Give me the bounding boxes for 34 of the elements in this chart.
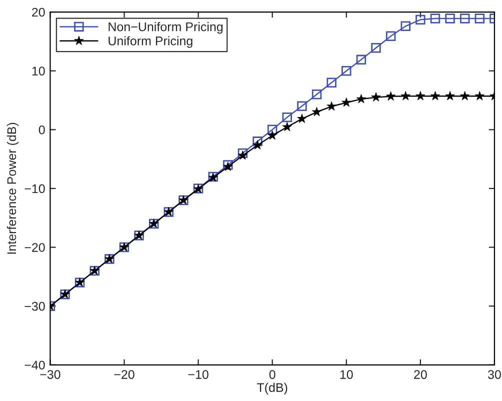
x-tick-label: 20 [414,370,427,379]
y-tick-label: −30 [24,302,45,311]
point [356,54,366,65]
point [460,14,470,24]
legend-label: Uniform Pricing [108,36,192,48]
y-tick-label: −20 [24,243,45,252]
point [267,124,278,135]
point [282,112,292,122]
point [297,101,307,111]
point [312,90,322,100]
y-tick-label: 0 [38,125,45,134]
point [445,14,455,24]
point [474,14,485,24]
x-axis-title: T(dB) [256,382,288,394]
y-tick-label: −10 [24,184,45,194]
point [371,43,381,53]
legend-label: Non−Uniform Pricing [108,22,223,34]
x-tick-label: 10 [340,370,353,379]
point [400,21,410,32]
x-tick-label: −20 [114,370,134,379]
point [416,14,426,25]
y-tick-label: 10 [32,66,45,76]
point [430,14,440,24]
x-tick-label: 30 [488,370,501,379]
y-axis-title: Interference Power (dB) [6,122,19,254]
x-tick-label: 0 [269,370,276,379]
x-tick-label: −30 [40,370,60,379]
point [326,78,336,88]
y-tick-label: 20 [32,8,45,17]
y-tick-label: −40 [24,360,45,370]
point [386,31,396,42]
x-tick-label: −10 [188,370,208,379]
point [252,136,262,146]
point [342,66,352,76]
